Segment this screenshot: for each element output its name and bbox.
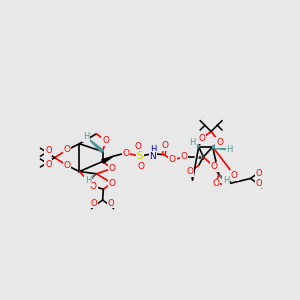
Text: O: O <box>198 134 205 143</box>
Text: O: O <box>45 160 52 169</box>
Text: O: O <box>108 178 116 188</box>
Text: O: O <box>91 199 98 208</box>
Text: O: O <box>231 171 238 180</box>
Polygon shape <box>212 146 230 150</box>
Text: O: O <box>211 162 218 171</box>
Text: O: O <box>256 169 262 178</box>
Text: O: O <box>102 136 109 145</box>
Text: O: O <box>256 178 262 188</box>
Polygon shape <box>193 142 200 148</box>
Text: O: O <box>138 162 145 171</box>
Text: O: O <box>90 182 97 191</box>
Text: H: H <box>223 176 229 185</box>
Text: O: O <box>64 161 70 170</box>
Polygon shape <box>86 137 103 152</box>
Text: O: O <box>135 142 142 151</box>
Text: H: H <box>226 146 233 154</box>
Text: O: O <box>122 148 129 158</box>
Text: S: S <box>136 151 143 161</box>
Text: O: O <box>45 146 52 155</box>
Text: O: O <box>64 146 70 154</box>
Text: O: O <box>187 167 194 176</box>
Text: H: H <box>189 138 196 147</box>
Text: H: H <box>85 176 91 185</box>
Text: O: O <box>169 155 176 164</box>
Polygon shape <box>102 156 113 163</box>
Text: O: O <box>162 141 169 150</box>
Text: N: N <box>150 152 156 160</box>
Text: O: O <box>212 179 219 188</box>
Text: H: H <box>83 132 89 141</box>
Text: O: O <box>181 152 188 161</box>
Text: O: O <box>108 164 116 173</box>
Text: O: O <box>216 138 223 147</box>
Text: O: O <box>108 199 114 208</box>
Text: H: H <box>150 146 156 154</box>
